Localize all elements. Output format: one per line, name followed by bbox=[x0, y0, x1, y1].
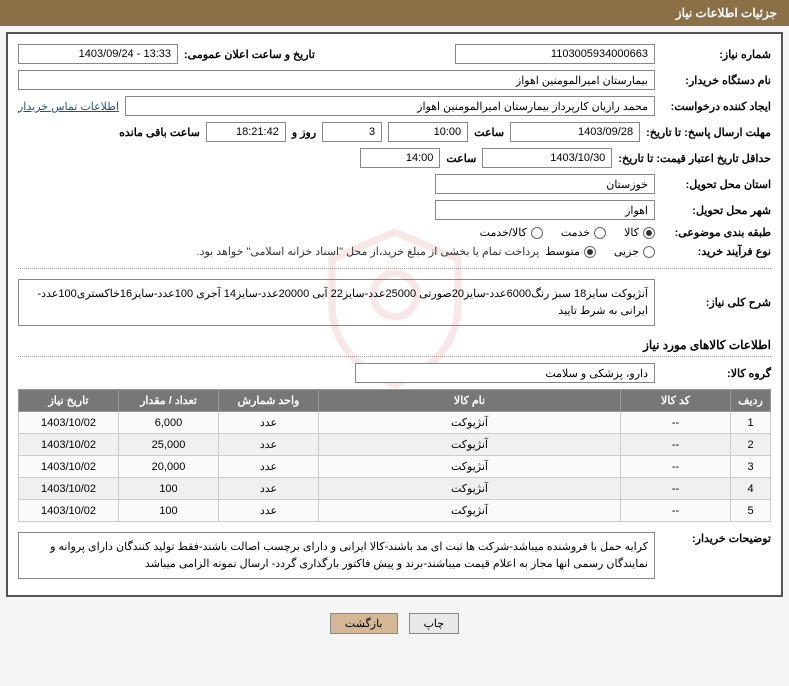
th-name: نام کالا bbox=[319, 390, 621, 412]
table-cell: 25,000 bbox=[119, 434, 219, 456]
table-cell: 1 bbox=[731, 412, 771, 434]
goods-group-value: دارو، پزشکی و سلامت bbox=[355, 363, 655, 383]
table-cell: 1403/10/02 bbox=[19, 500, 119, 522]
delivery-city-label: شهر محل تحویل: bbox=[661, 204, 771, 217]
days-label: روز و bbox=[292, 126, 316, 139]
response-days: 3 bbox=[322, 122, 382, 142]
table-row: 1--آنژیوکتعدد6,0001403/10/02 bbox=[19, 412, 771, 434]
buyer-device-label: نام دستگاه خریدار: bbox=[661, 74, 771, 87]
response-deadline-label: مهلت ارسال پاسخ: تا تاریخ: bbox=[646, 126, 771, 139]
table-cell: 1403/10/02 bbox=[19, 434, 119, 456]
time-label-2: ساعت bbox=[446, 152, 476, 165]
details-container: شماره نیاز: 1103005934000663 تاریخ و ساع… bbox=[6, 32, 783, 597]
table-cell: 6,000 bbox=[119, 412, 219, 434]
table-row: 5--آنژیوکتعدد1001403/10/02 bbox=[19, 500, 771, 522]
price-validity-date: 1403/10/30 bbox=[482, 148, 612, 168]
radio-partial-label: جزیی bbox=[614, 245, 639, 258]
need-desc-label: شرح کلی نیاز: bbox=[661, 296, 771, 309]
table-cell: 1403/10/02 bbox=[19, 412, 119, 434]
table-cell: 1403/10/02 bbox=[19, 478, 119, 500]
response-deadline-date: 1403/09/28 bbox=[510, 122, 640, 142]
radio-service-label: خدمت bbox=[561, 226, 590, 239]
th-date: تاریخ نیاز bbox=[19, 390, 119, 412]
response-hours: 18:21:42 bbox=[206, 122, 286, 142]
table-cell: -- bbox=[621, 478, 731, 500]
table-cell: آنژیوکت bbox=[319, 500, 621, 522]
table-cell: 20,000 bbox=[119, 456, 219, 478]
need-number-value: 1103005934000663 bbox=[455, 44, 655, 64]
need-desc-value: آنژیوکت سایز18 سبز رنگ6000عدد-سایز20صورت… bbox=[18, 279, 655, 326]
requester-value: محمد رازیان کارپرداز بیمارستان امیرالموم… bbox=[125, 96, 655, 116]
remaining-label: ساعت باقی مانده bbox=[119, 126, 200, 139]
table-cell: -- bbox=[621, 434, 731, 456]
subject-class-radios: کالا خدمت کالا/خدمت bbox=[480, 226, 655, 239]
table-cell: عدد bbox=[219, 456, 319, 478]
table-header-row: ردیف کد کالا نام کالا واحد شمارش تعداد /… bbox=[19, 390, 771, 412]
table-cell: 100 bbox=[119, 478, 219, 500]
table-row: 3--آنژیوکتعدد20,0001403/10/02 bbox=[19, 456, 771, 478]
page-title: جزئیات اطلاعات نیاز bbox=[676, 6, 777, 20]
table-cell: آنژیوکت bbox=[319, 456, 621, 478]
table-cell: 4 bbox=[731, 478, 771, 500]
table-cell: عدد bbox=[219, 434, 319, 456]
delivery-province-label: استان محل تحویل: bbox=[661, 178, 771, 191]
table-cell: آنژیوکت bbox=[319, 478, 621, 500]
radio-partial[interactable] bbox=[643, 246, 655, 258]
delivery-province-value: خوزستان bbox=[435, 174, 655, 194]
time-label-1: ساعت bbox=[474, 126, 504, 139]
goods-table: ردیف کد کالا نام کالا واحد شمارش تعداد /… bbox=[18, 389, 771, 522]
radio-goods-service[interactable] bbox=[531, 227, 543, 239]
th-code: کد کالا bbox=[621, 390, 731, 412]
table-cell: 2 bbox=[731, 434, 771, 456]
buyer-notes-value: کرایه حمل با فروشنده میباشد-شرکت ها ثبت … bbox=[18, 532, 655, 579]
radio-medium-label: متوسط bbox=[545, 245, 580, 258]
purchase-note: پرداخت تمام یا بخشی از مبلغ خرید،از محل … bbox=[197, 245, 540, 258]
radio-service[interactable] bbox=[594, 227, 606, 239]
requester-label: ایجاد کننده درخواست: bbox=[661, 100, 771, 113]
delivery-city-value: اهواز bbox=[435, 200, 655, 220]
goods-section-title: اطلاعات کالاهای مورد نیاز bbox=[18, 338, 771, 357]
table-cell: عدد bbox=[219, 412, 319, 434]
table-row: 2--آنژیوکتعدد25,0001403/10/02 bbox=[19, 434, 771, 456]
announce-date-value: 13:33 - 1403/09/24 bbox=[18, 44, 178, 64]
need-number-label: شماره نیاز: bbox=[661, 48, 771, 61]
buyer-notes-label: توضیحات خریدار: bbox=[661, 532, 771, 545]
response-deadline-time: 10:00 bbox=[388, 122, 468, 142]
radio-medium[interactable] bbox=[584, 246, 596, 258]
goods-group-label: گروه کالا: bbox=[661, 367, 771, 380]
table-row: 4--آنژیوکتعدد1001403/10/02 bbox=[19, 478, 771, 500]
contact-link[interactable]: اطلاعات تماس خریدار bbox=[18, 100, 119, 113]
price-validity-time: 14:00 bbox=[360, 148, 440, 168]
table-cell: 100 bbox=[119, 500, 219, 522]
radio-goods-service-label: کالا/خدمت bbox=[480, 226, 527, 239]
th-unit: واحد شمارش bbox=[219, 390, 319, 412]
table-cell: 1403/10/02 bbox=[19, 456, 119, 478]
back-button[interactable]: بازگشت bbox=[330, 613, 398, 634]
radio-goods-label: کالا bbox=[624, 226, 639, 239]
page-header: جزئیات اطلاعات نیاز bbox=[0, 0, 789, 26]
announce-date-label: تاریخ و ساعت اعلان عمومی: bbox=[184, 48, 315, 61]
subject-class-label: طبقه بندی موضوعی: bbox=[661, 226, 771, 239]
table-cell: آنژیوکت bbox=[319, 412, 621, 434]
table-cell: عدد bbox=[219, 478, 319, 500]
table-cell: آنژیوکت bbox=[319, 434, 621, 456]
print-button[interactable]: چاپ bbox=[409, 613, 460, 634]
table-cell: -- bbox=[621, 456, 731, 478]
table-cell: 5 bbox=[731, 500, 771, 522]
table-cell: -- bbox=[621, 500, 731, 522]
price-validity-label: حداقل تاریخ اعتبار قیمت: تا تاریخ: bbox=[618, 152, 771, 165]
th-qty: تعداد / مقدار bbox=[119, 390, 219, 412]
table-cell: -- bbox=[621, 412, 731, 434]
buyer-device-value: بیمارستان امیرالمومنین اهواز bbox=[18, 70, 655, 90]
table-cell: 3 bbox=[731, 456, 771, 478]
purchase-type-radios: جزیی متوسط bbox=[545, 245, 655, 258]
th-row: ردیف bbox=[731, 390, 771, 412]
purchase-type-label: نوع فرآیند خرید: bbox=[661, 245, 771, 258]
radio-goods[interactable] bbox=[643, 227, 655, 239]
table-cell: عدد bbox=[219, 500, 319, 522]
button-bar: چاپ بازگشت bbox=[0, 603, 789, 644]
